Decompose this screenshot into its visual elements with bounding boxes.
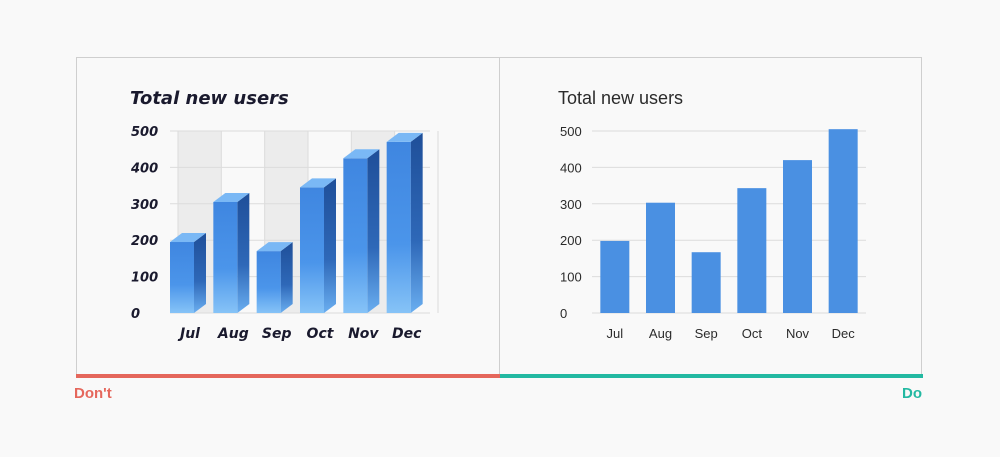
bad-chart-bar-side: [324, 178, 336, 313]
good-chart-bar: [646, 202, 675, 313]
good-chart-xtick: Oct: [742, 326, 763, 341]
bad-chart-bar-top: [386, 132, 423, 142]
bad-chart-bar-top: [170, 233, 206, 243]
good-chart-ytick: 500: [560, 124, 582, 139]
good-chart-bar: [691, 252, 721, 313]
bad-chart-bar-side: [367, 149, 380, 313]
bad-chart-bar-side: [194, 233, 206, 313]
bad-chart-bar-top: [300, 178, 336, 188]
bad-chart-ytick: 400: [130, 161, 158, 176]
panel-divider: [499, 57, 500, 375]
bad-chart-xtick: Sep: [262, 326, 292, 342]
do-label: Do: [902, 385, 922, 402]
good-chart-ytick: 400: [560, 160, 582, 175]
bad-chart-ytick: 200: [131, 234, 158, 249]
good-chart-bar: [737, 188, 767, 313]
dont-indicator-bar: [76, 374, 500, 378]
good-chart-bar: [783, 160, 812, 313]
good-chart-ytick: 200: [560, 233, 582, 248]
bad-chart-ytick: 0: [131, 307, 140, 322]
good-chart-xtick: Aug: [649, 326, 672, 341]
dont-label: Don't: [74, 385, 112, 402]
bad-chart-ytick: 300: [131, 198, 158, 213]
bad-chart-ytick: 500: [131, 125, 158, 140]
bad-chart-bar: [300, 187, 324, 313]
bad-chart-xtick: Jul: [177, 326, 200, 342]
bad-chart-bar-side: [280, 242, 293, 313]
bad-chart-bar-top: [256, 242, 293, 252]
bad-chart-bar-top: [343, 149, 380, 159]
bad-chart-bar: [343, 158, 368, 313]
good-chart-ytick: 100: [560, 270, 582, 285]
good-chart-ytick: 0: [560, 306, 567, 321]
bad-chart-bar: [386, 141, 411, 313]
bad-chart-bar: [170, 242, 194, 313]
bad-chart-xtick: Oct: [307, 326, 335, 342]
bad-chart-xtick: Nov: [348, 326, 379, 342]
good-chart-bar: [600, 240, 630, 313]
good-chart-xtick: Sep: [695, 326, 718, 341]
bad-chart-bar-side: [410, 132, 423, 313]
good-chart-xtick: Dec: [832, 326, 856, 341]
do-indicator-bar: [500, 374, 923, 378]
bad-chart-bar-side: [237, 192, 250, 313]
bad-chart-xtick: Dec: [392, 326, 422, 342]
good-chart-ytick: 300: [560, 197, 582, 212]
good-chart-title: Total new users: [558, 88, 683, 108]
bad-chart-bar-top: [213, 192, 250, 202]
bad-chart-title: Total new users: [130, 88, 289, 109]
bad-chart-ytick: 100: [131, 271, 158, 286]
bad-chart-bar: [213, 201, 238, 313]
good-chart-xtick: Nov: [786, 326, 810, 341]
good-chart-bar: [828, 129, 858, 313]
bad-chart-bar: [256, 251, 281, 313]
good-chart-xtick: Jul: [607, 326, 624, 341]
bad-chart-xtick: Aug: [217, 326, 249, 342]
